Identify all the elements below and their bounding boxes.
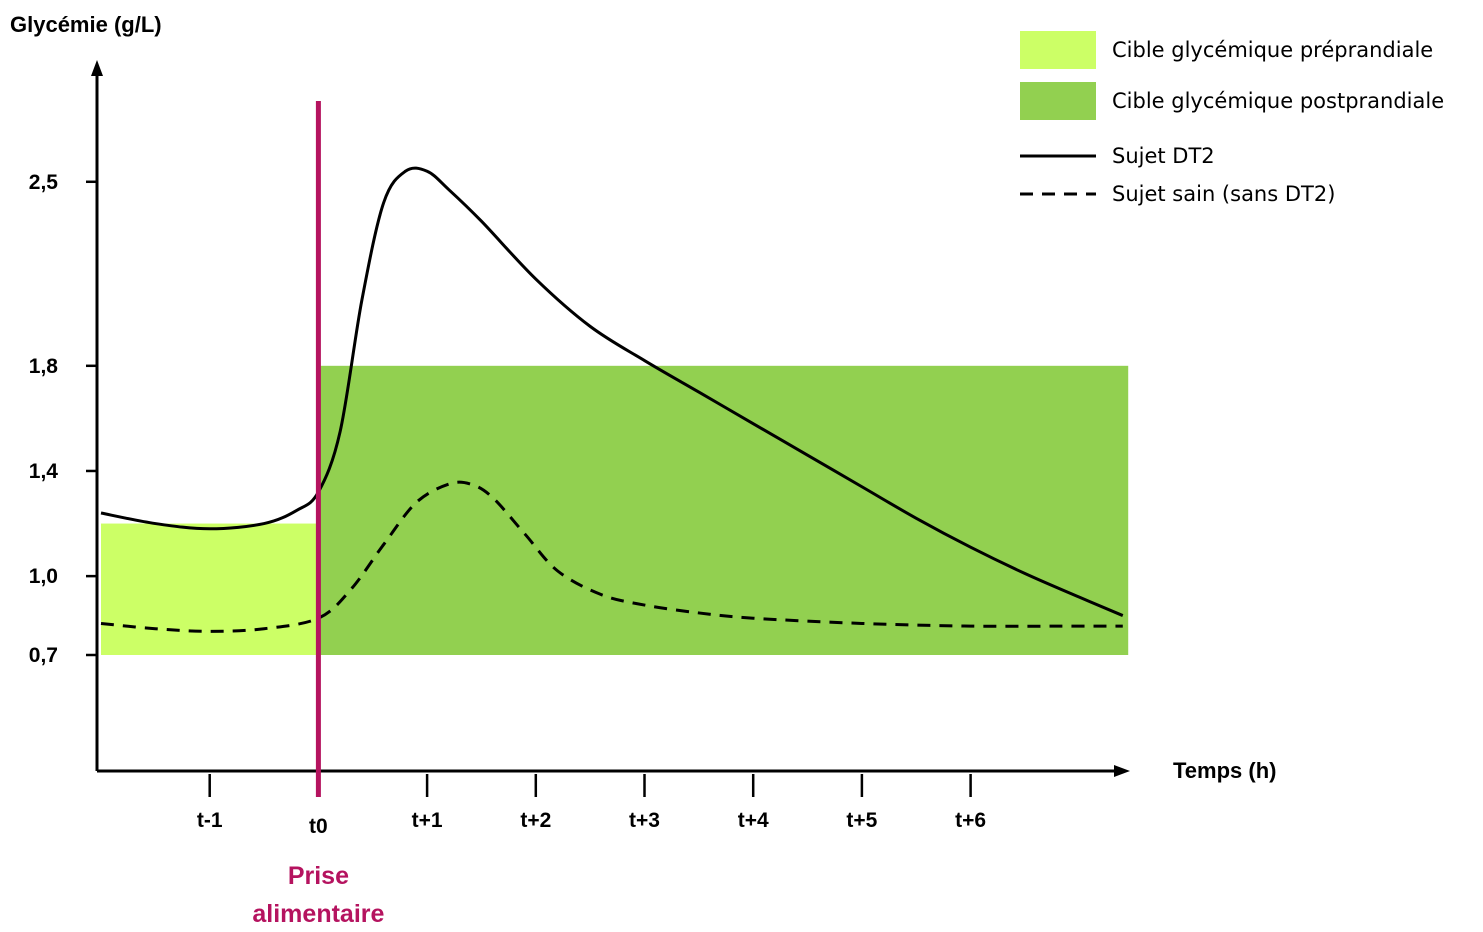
series-lines (100, 166, 1124, 633)
legend-swatch-preprandial (1020, 31, 1096, 69)
x-tick-label: t0 (309, 815, 328, 838)
target-bands (101, 365, 1129, 655)
x-axis-title: Temps (h) (1173, 758, 1276, 783)
series-line-healthy (100, 480, 1123, 633)
y-tick-label: 1,4 (29, 460, 59, 483)
y-ticks: 0,7 1,0 1,4 1,8 2,5 (29, 171, 97, 667)
legend-label: Sujet sain (sans DT2) (1112, 182, 1335, 206)
legend-swatch-postprandial (1020, 82, 1096, 120)
legend: Cible glycémique préprandiale Cible glycé… (1020, 31, 1444, 206)
x-ticks: t-1 t0 t+1 t+2 t+3 t+4 t+5 t+6 (197, 774, 986, 838)
series-line-dt2 (100, 166, 1124, 617)
meal-event-label-line-1: Prise (288, 862, 349, 890)
x-tick-label: t+4 (738, 809, 769, 832)
meal-event-label-line-2: alimentaire (252, 900, 384, 928)
x-axis-arrow (1114, 765, 1130, 777)
legend-label: Cible glycémique préprandiale (1112, 38, 1433, 62)
postprandial-target-band (318, 365, 1129, 655)
legend-label: Cible glycémique postprandiale (1112, 89, 1444, 113)
y-tick-label: 0,7 (29, 644, 58, 667)
y-tick-label: 2,5 (29, 171, 59, 194)
x-tick-label: t+6 (955, 809, 986, 832)
legend-label: Sujet DT2 (1112, 144, 1215, 168)
preprandial-target-band (101, 523, 319, 655)
y-tick-label: 1,8 (29, 355, 59, 378)
x-tick-label: t+3 (629, 809, 660, 832)
meal-event: Prise alimentaire (252, 101, 384, 928)
x-tick-label: t+1 (412, 809, 443, 832)
x-tick-label: t+2 (520, 809, 551, 832)
y-tick-label: 1,0 (29, 565, 58, 588)
y-axis-title: Glycémie (g/L) (10, 12, 162, 37)
y-axis-arrow (91, 60, 103, 76)
axes: Glycémie (g/L) Temps (h) (10, 12, 1276, 783)
x-tick-label: t-1 (197, 809, 223, 832)
x-tick-label: t+5 (846, 809, 877, 832)
